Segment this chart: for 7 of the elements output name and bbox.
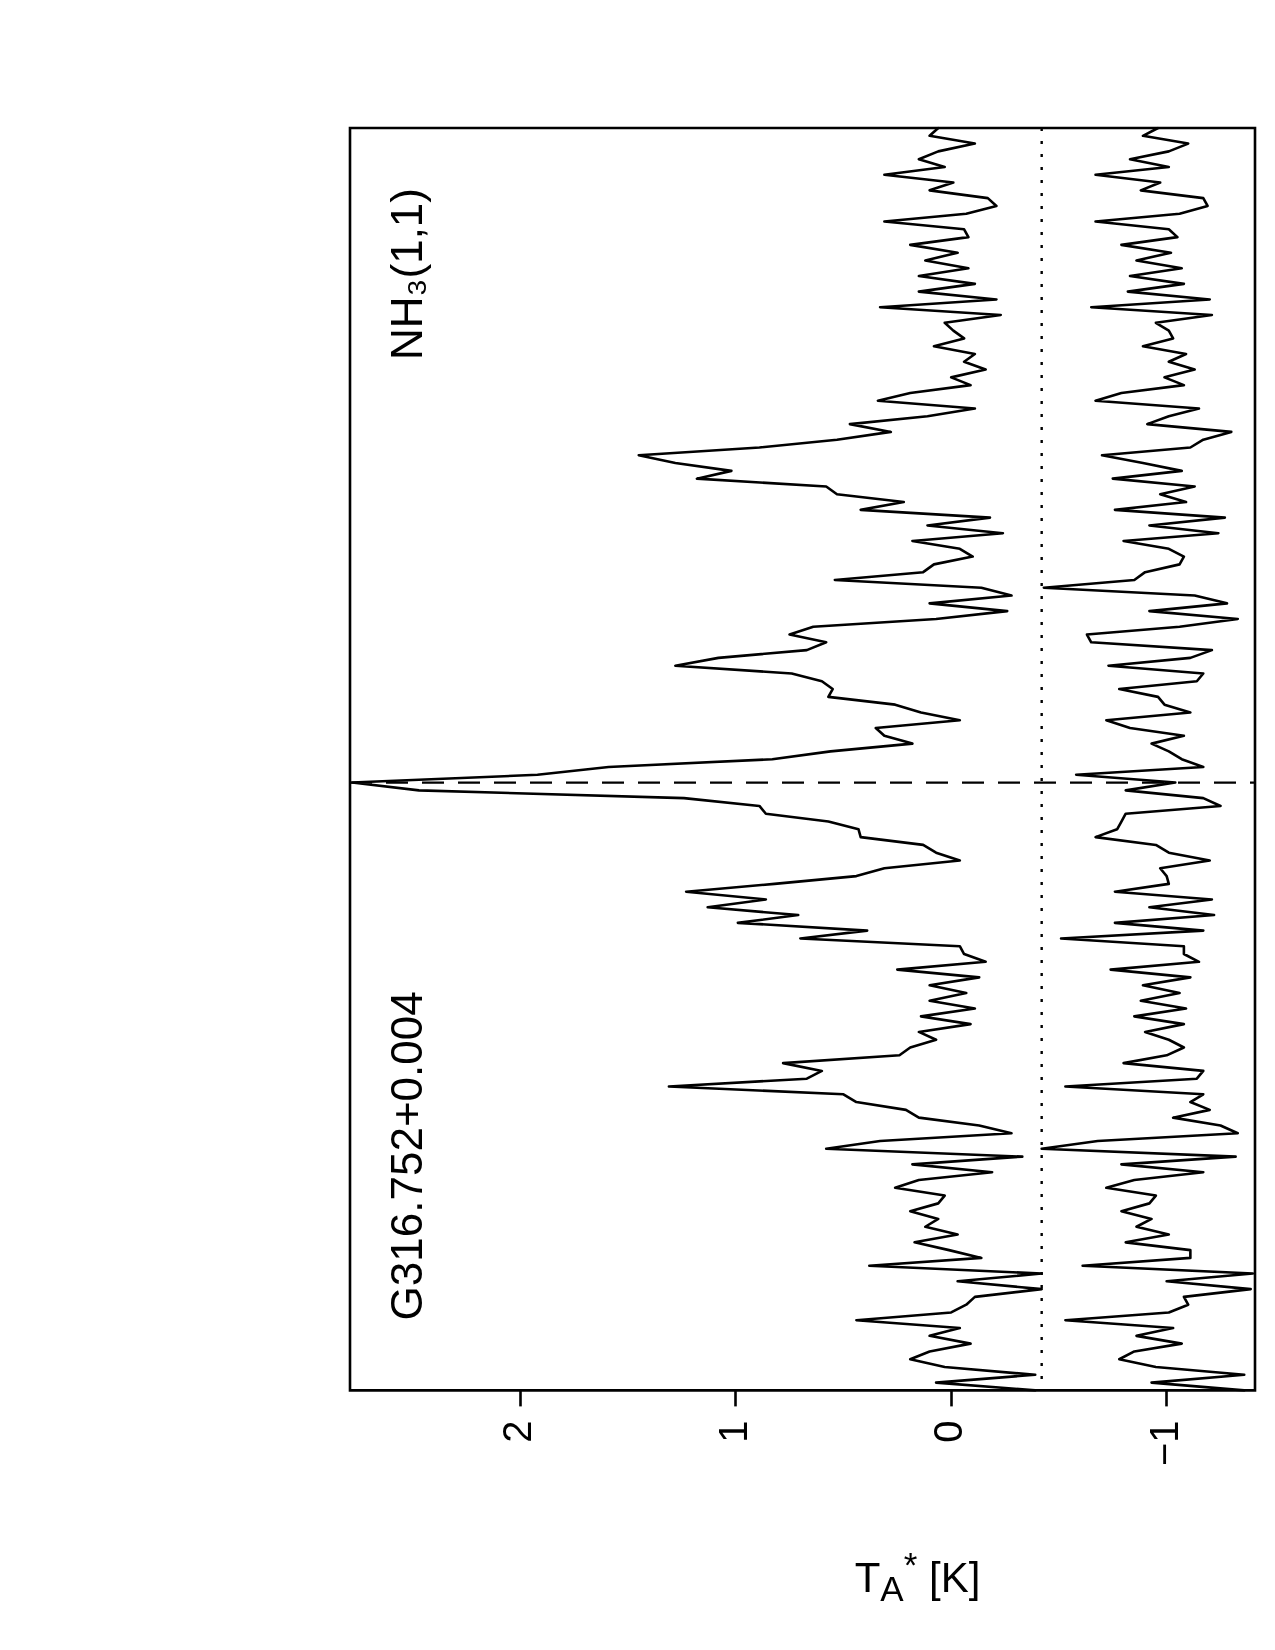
x-tick-label: −1 (1141, 1420, 1186, 1466)
annotation: NH₃(1,1) (382, 188, 431, 360)
annotation: G316.752+0.004 (382, 991, 431, 1321)
x-tick-label: 0 (926, 1420, 971, 1443)
x-tick-label: 2 (495, 1420, 540, 1443)
x-axis-title: T$_{A}$$^{*}$ [K] (853, 1545, 982, 1610)
x-tick-label: 1 (710, 1420, 755, 1443)
